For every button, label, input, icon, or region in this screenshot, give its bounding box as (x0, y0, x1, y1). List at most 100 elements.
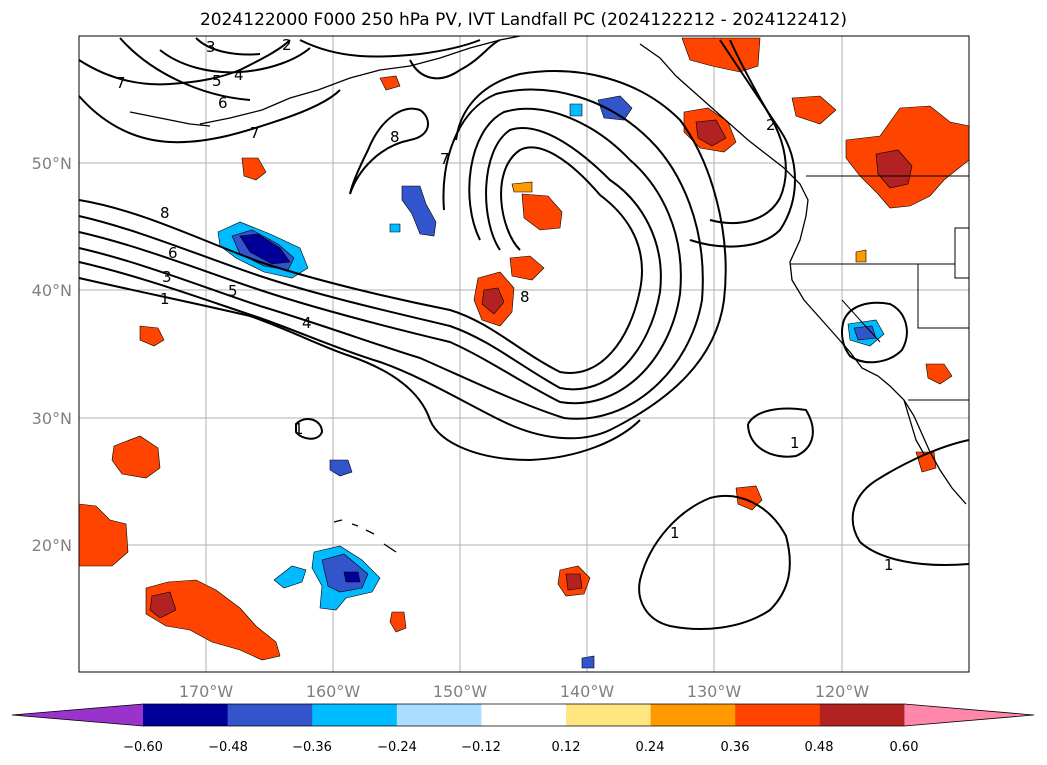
colorbar-labels: −0.60 −0.48 −0.36 −0.24 −0.12 0.12 0.24 … (123, 740, 918, 755)
colorbar-label: −0.24 (377, 740, 417, 755)
contour-label: 4 (302, 314, 312, 332)
ivt-patch-pos (145, 579, 281, 661)
ivt-patch-neg (581, 655, 595, 669)
ivt-patch-pos (111, 435, 161, 479)
pv-contour (638, 495, 791, 630)
pv-contour (295, 417, 324, 440)
pv-contour (747, 407, 814, 458)
colorbar-label: −0.36 (292, 740, 332, 755)
pv-contour (349, 107, 429, 195)
ivt-patch-pos (521, 193, 563, 231)
colorbar-outline (11, 703, 1035, 727)
colorbar-swatch (143, 704, 229, 726)
ivt-patch-core (875, 149, 913, 189)
contour-label: 1 (670, 524, 680, 542)
aleutians (129, 111, 211, 127)
pv-contour (851, 439, 970, 567)
contour-label: 4 (234, 66, 244, 84)
lon-tick-label: 120°W (815, 682, 870, 701)
ivt-patch-pos (139, 325, 165, 347)
lon-tick-label: 170°W (179, 682, 234, 701)
contour-label: 3 (162, 268, 172, 286)
contour-label: 1 (790, 434, 800, 452)
contour-label: 1 (160, 290, 170, 308)
contour-label: 2 (282, 36, 292, 54)
colorbar-label: −0.12 (461, 740, 501, 755)
ivt-patch-pos (379, 75, 401, 91)
colorbar-label: −0.60 (123, 740, 163, 755)
pv-contour (119, 37, 251, 101)
colorbar-swatch (735, 704, 821, 726)
contour-label: 8 (390, 128, 400, 146)
contour-label: 3 (206, 38, 216, 56)
lon-tick-labels: 170°W 160°W 150°W 140°W 130°W 120°W (179, 682, 870, 701)
ivt-patch-pos (78, 503, 129, 567)
contour-label: 2 (766, 116, 776, 134)
state-border (917, 264, 969, 329)
state-border (841, 299, 881, 343)
alaska-coast (199, 35, 521, 125)
ivt-patch-pos (389, 611, 407, 633)
colorbar-swatch (819, 704, 905, 726)
pv-contour (78, 127, 662, 391)
lat-tick-label: 30°N (32, 409, 72, 428)
pv-contour (78, 107, 682, 405)
ivt-patch-neg (597, 95, 633, 121)
pv-contour (689, 39, 796, 248)
lon-tick-label: 150°W (433, 682, 488, 701)
ivt-patch-neg (329, 459, 353, 477)
pv-contour (841, 301, 908, 364)
baja-coast (903, 399, 925, 455)
hawaii (333, 519, 397, 553)
bc-coast (639, 43, 809, 217)
ivt-patch-pos (791, 95, 837, 125)
contour-label: 7 (116, 74, 126, 92)
negative-ivt-patches (217, 95, 885, 669)
ivt-patch-neg (853, 325, 877, 341)
colorbar-swatch (650, 704, 736, 726)
colorbar-label: 0.24 (636, 740, 665, 755)
lon-tick-label: 130°W (687, 682, 742, 701)
ivt-patch-core (481, 287, 505, 315)
lat-tick-label: 40°N (32, 281, 72, 300)
pv-contour (78, 88, 704, 420)
ivt-patch-pos (925, 363, 953, 385)
map-title: 2024122000 F000 250 hPa PV, IVT Landfall… (199, 10, 847, 30)
ivt-patch-neg (569, 103, 583, 117)
lat-tick-label: 50°N (32, 154, 72, 173)
ivt-patch-pos (855, 249, 867, 263)
contour-label: 6 (218, 94, 228, 112)
lon-tick-label: 140°W (560, 682, 615, 701)
ivt-patch-pos (241, 157, 267, 181)
pv-contours (78, 37, 970, 630)
ivt-patch-neg (239, 233, 291, 265)
pv-contour (195, 37, 261, 56)
colorbar-swatch (227, 704, 313, 726)
ivt-patch-pos (509, 255, 545, 281)
pv-contour (159, 47, 311, 74)
us-west-coast (789, 215, 967, 505)
colorbar-label: 0.36 (721, 740, 750, 755)
colorbar-label: −0.48 (208, 740, 248, 755)
contour-label: 6 (168, 244, 178, 262)
pv-contour (78, 70, 727, 440)
colorbar-swatch (396, 704, 482, 726)
lat-tick-label: 20°N (32, 536, 72, 555)
lon-tick-label: 160°W (306, 682, 361, 701)
ivt-patch-core (149, 591, 177, 619)
contour-label: 7 (440, 150, 450, 168)
colorbar-extend-high (904, 704, 1034, 726)
colorbar-swatch (312, 704, 398, 726)
gridlines (79, 36, 969, 672)
coastlines (129, 35, 967, 553)
colorbar-swatch (481, 704, 567, 726)
contour-label: 5 (212, 72, 222, 90)
pv-contour (78, 146, 643, 375)
pv-contour (709, 39, 787, 224)
ivt-patch-neg (389, 223, 401, 233)
colorbar-extend-low (12, 704, 143, 726)
contour-label: 1 (294, 420, 304, 438)
ivt-patch-neg (343, 571, 361, 583)
colorbar-label: 0.48 (805, 740, 834, 755)
pv-contour (78, 39, 291, 86)
